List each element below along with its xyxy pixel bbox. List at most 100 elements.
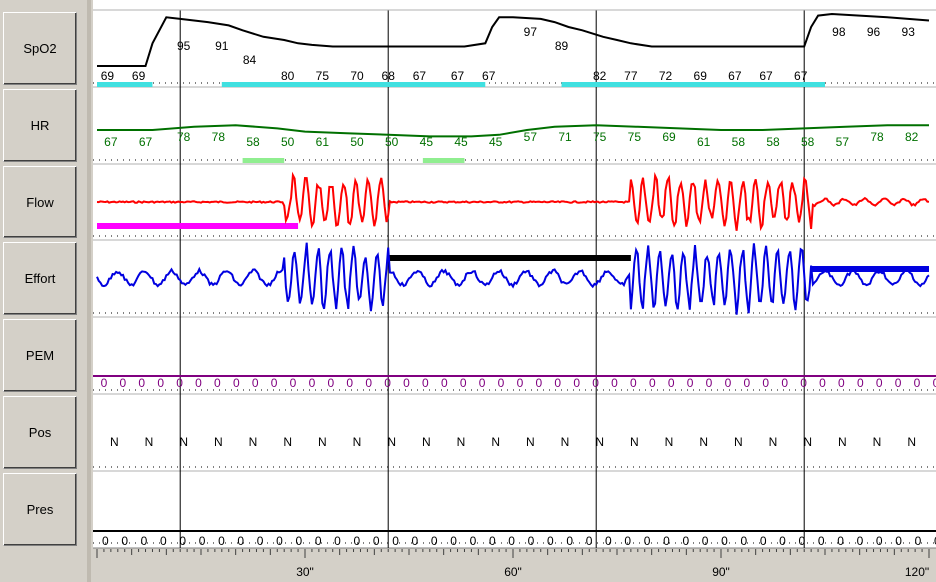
pem-value-label: 0 xyxy=(554,376,561,390)
channel-button-effort[interactable]: Effort xyxy=(3,242,77,315)
pres-value-label: 0 xyxy=(141,534,148,548)
hr-value-label: 58 xyxy=(801,135,815,149)
position-value-label: N xyxy=(734,435,743,449)
pem-value-label: 0 xyxy=(157,376,164,390)
pem-value-label: 0 xyxy=(384,376,391,390)
pres-value-label: 0 xyxy=(624,534,631,548)
pem-value-label: 0 xyxy=(309,376,316,390)
pem-value-label: 0 xyxy=(933,376,936,390)
channel-button-spo2[interactable]: SpO2 xyxy=(3,12,77,85)
spo2-value-label: 89 xyxy=(555,39,569,53)
position-value-label: N xyxy=(873,435,882,449)
pres-value-label: 0 xyxy=(431,534,438,548)
pem-value-label: 0 xyxy=(252,376,259,390)
spo2-value-label: 91 xyxy=(215,39,229,53)
spo2-value-label: 97 xyxy=(524,25,538,39)
pem-value-label: 0 xyxy=(725,376,732,390)
pres-value-label: 0 xyxy=(373,534,380,548)
hr-value-label: 45 xyxy=(454,135,468,149)
position-value-label: N xyxy=(318,435,327,449)
spo2-value-label: 67 xyxy=(759,69,773,83)
hr-value-label: 71 xyxy=(558,130,572,144)
pem-value-label: 0 xyxy=(762,376,769,390)
hr-event-bar xyxy=(422,158,465,163)
hr-value-label: 58 xyxy=(246,135,260,149)
position-value-label: N xyxy=(907,435,916,449)
spo2-value-label: 98 xyxy=(832,25,846,39)
spo2-desaturation-bar xyxy=(97,82,153,87)
pem-value-label: 0 xyxy=(687,376,694,390)
hr-value-label: 78 xyxy=(212,130,226,144)
time-label: 90" xyxy=(712,565,730,579)
spo2-value-label: 75 xyxy=(316,69,330,83)
position-value-label: N xyxy=(283,435,292,449)
spo2-value-label: 67 xyxy=(728,69,742,83)
pem-value-label: 0 xyxy=(460,376,467,390)
hr-value-label: 45 xyxy=(420,135,434,149)
hr-value-label: 50 xyxy=(281,135,295,149)
pres-value-label: 0 xyxy=(412,534,419,548)
pem-value-label: 0 xyxy=(876,376,883,390)
hr-value-label: 78 xyxy=(870,130,884,144)
pem-value-label: 0 xyxy=(743,376,750,390)
channel-button-pos[interactable]: Pos xyxy=(3,396,77,469)
channel-button-hr[interactable]: HR xyxy=(3,89,77,162)
position-value-label: N xyxy=(422,435,431,449)
position-value-label: N xyxy=(838,435,847,449)
pem-value-label: 0 xyxy=(422,376,429,390)
hr-trace xyxy=(97,124,929,138)
pres-value-label: 0 xyxy=(740,534,747,548)
position-value-label: N xyxy=(214,435,223,449)
position-value-label: N xyxy=(145,435,154,449)
pem-value-label: 0 xyxy=(498,376,505,390)
pres-value-label: 0 xyxy=(586,534,593,548)
position-value-label: N xyxy=(249,435,258,449)
spo2-desaturation-bar xyxy=(221,82,486,87)
hr-value-label: 82 xyxy=(905,130,919,144)
spo2-value-label: 84 xyxy=(243,53,257,67)
pem-value-label: 0 xyxy=(176,376,183,390)
channel-button-flow[interactable]: Flow xyxy=(3,166,77,238)
hr-value-label: 50 xyxy=(385,135,399,149)
pem-value-label: 0 xyxy=(403,376,410,390)
pres-value-label: 0 xyxy=(121,534,128,548)
channel-sidebar: SpO2 HR Flow Effort PEM Pos Pres xyxy=(0,0,91,582)
pres-value-label: 0 xyxy=(876,534,883,548)
position-value-label: N xyxy=(387,435,396,449)
position-value-label: N xyxy=(803,435,812,449)
position-value-label: N xyxy=(630,435,639,449)
pres-value-label: 0 xyxy=(644,534,651,548)
pres-value-label: 0 xyxy=(566,534,573,548)
pres-value-label: 0 xyxy=(702,534,709,548)
flow-event-bar xyxy=(97,223,299,229)
hr-value-label: 61 xyxy=(697,135,711,149)
pem-value-label: 0 xyxy=(214,376,221,390)
pem-value-label: 0 xyxy=(800,376,807,390)
hr-value-label: 57 xyxy=(524,130,538,144)
polysomnography-chart[interactable]: 30" 60" 90" 120" 69 69 95 91 84 80 75 70 68 67 67 67 97 8… xyxy=(91,0,936,582)
hr-value-label: 69 xyxy=(662,130,676,144)
hr-event-bar xyxy=(242,158,285,163)
spo2-value-label: 67 xyxy=(794,69,808,83)
pres-value-label: 0 xyxy=(508,534,515,548)
pres-value-label: 0 xyxy=(760,534,767,548)
pem-value-label: 0 xyxy=(101,376,108,390)
pres-value-label: 0 xyxy=(895,534,902,548)
spo2-value-label: 67 xyxy=(413,69,427,83)
pres-value-label: 0 xyxy=(218,534,225,548)
spo2-value-label: 96 xyxy=(867,25,881,39)
spo2-value-label: 67 xyxy=(451,69,465,83)
spo2-value-label: 82 xyxy=(593,69,607,83)
hr-value-label: 45 xyxy=(489,135,503,149)
pem-value-label: 0 xyxy=(119,376,126,390)
spo2-value-label: 70 xyxy=(350,69,364,83)
position-value-label: N xyxy=(179,435,188,449)
channel-button-pem[interactable]: PEM xyxy=(3,319,77,392)
flow-trace xyxy=(96,171,930,232)
channel-button-pres[interactable]: Pres xyxy=(3,473,77,546)
hr-value-label: 58 xyxy=(732,135,746,149)
pres-value-label: 0 xyxy=(237,534,244,548)
pem-value-label: 0 xyxy=(346,376,353,390)
pres-value-label: 0 xyxy=(160,534,167,548)
pem-value-label: 0 xyxy=(914,376,921,390)
